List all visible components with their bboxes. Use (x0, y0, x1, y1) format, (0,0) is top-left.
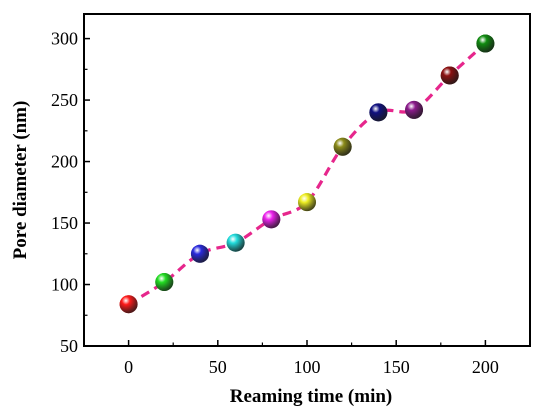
data-point-shade (405, 100, 424, 119)
y-tick-label-300: 300 (51, 29, 78, 49)
data-point-shade (440, 66, 459, 85)
x-tick-label-50: 50 (209, 357, 227, 377)
y-tick-label-250: 250 (51, 90, 78, 110)
x-axis-title: Reaming time (min) (230, 386, 393, 407)
y-tick-label-150: 150 (51, 213, 78, 233)
x-tick-label-200: 200 (472, 357, 499, 377)
data-point-shade (476, 34, 495, 53)
data-point-shade (333, 137, 352, 156)
trend-line (127, 42, 487, 306)
data-point-shade (155, 273, 174, 292)
y-tick-label-100: 100 (51, 275, 78, 295)
data-point-shade (369, 103, 388, 122)
y-axis-title: Pore diameter (nm) (10, 101, 31, 260)
data-point-shade (262, 210, 281, 229)
axis-ticks (84, 37, 487, 347)
data-point-shade (119, 295, 138, 314)
x-tick-label-0: 0 (124, 357, 133, 377)
x-tick-label-150: 150 (383, 357, 410, 377)
data-points (119, 34, 495, 314)
data-point-shade (298, 193, 316, 212)
axis-tick-labels: 0 50 100 150 200 50 100 150 200 250 300 (51, 29, 499, 377)
data-point-shade (226, 233, 245, 252)
y-tick-label-200: 200 (51, 152, 78, 172)
x-tick-label-100: 100 (294, 357, 321, 377)
y-tick-label-50: 50 (60, 336, 78, 356)
data-point-shade (190, 244, 209, 263)
